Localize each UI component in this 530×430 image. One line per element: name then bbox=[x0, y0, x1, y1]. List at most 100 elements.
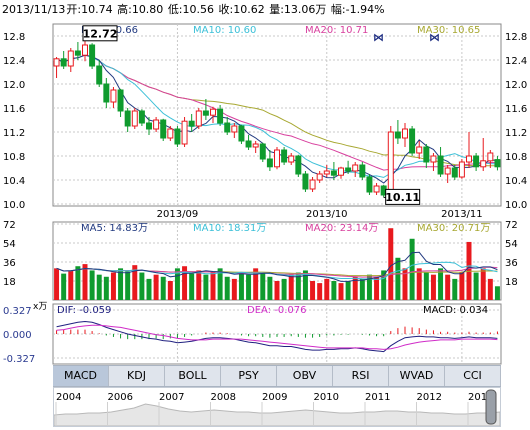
quote-volume: 量:13.06万 bbox=[269, 3, 327, 16]
stock-chart: 12.8 12.8 12.4 12.4 12.0 12.0 11.6 11.6 11.2 11.2… bbox=[3, 23, 527, 365]
tab-rsi[interactable]: RSI bbox=[333, 366, 389, 386]
y-tick-label-right: 11.6 bbox=[505, 104, 527, 115]
y-tick-label-right: 10.0 bbox=[505, 200, 527, 211]
candle-body bbox=[103, 83, 110, 103]
volume-bar bbox=[402, 268, 408, 300]
timeline-year-label: 2011 bbox=[365, 392, 390, 403]
timeline-year-label: 2009 bbox=[262, 392, 287, 403]
candle-body bbox=[451, 167, 458, 178]
tab-wvad[interactable]: WVAD bbox=[389, 366, 445, 386]
volume-bar bbox=[473, 272, 479, 300]
y-tick-label-right: 36 bbox=[505, 258, 518, 269]
volume-bar bbox=[203, 274, 209, 300]
volume-bar bbox=[246, 274, 252, 300]
timeline-year-label: 2008 bbox=[211, 392, 236, 403]
quote-low: 低:10.56 bbox=[167, 3, 215, 16]
volume-bar bbox=[253, 268, 259, 300]
indicator-tabs: MACD KDJ BOLL PSY OBV RSI WVAD CCI bbox=[53, 365, 501, 387]
candle-body bbox=[487, 152, 494, 162]
volume-bar bbox=[68, 270, 74, 300]
annotation-label: 10.11 bbox=[385, 191, 420, 204]
candle-body bbox=[181, 120, 188, 145]
candle-body bbox=[458, 161, 465, 178]
volume-bar bbox=[182, 266, 188, 300]
volume-bar bbox=[110, 272, 116, 300]
volume-bar bbox=[494, 286, 500, 300]
volume-bar bbox=[189, 273, 195, 300]
candle-body bbox=[416, 146, 423, 154]
candle-body bbox=[160, 119, 167, 139]
quote-change: 幅:-1.94% bbox=[330, 3, 385, 16]
volume-bar bbox=[167, 281, 173, 300]
volume-bar bbox=[480, 268, 486, 300]
candle-body bbox=[124, 110, 131, 127]
legend-label: DEA: -0.076 bbox=[247, 305, 306, 316]
candle-body bbox=[67, 50, 74, 67]
candle-body bbox=[473, 155, 480, 168]
candle-body bbox=[60, 58, 67, 67]
y-tick-label-left: 12.4 bbox=[3, 56, 25, 67]
tab-boll[interactable]: BOLL bbox=[165, 366, 221, 386]
candle-body bbox=[146, 122, 152, 130]
candle-body bbox=[53, 58, 60, 67]
candle-body bbox=[444, 167, 451, 175]
volume-bar bbox=[160, 276, 166, 300]
y-tick-label-left: 12.0 bbox=[3, 80, 25, 91]
candle-body bbox=[89, 44, 96, 67]
macd-tick-label: -0.327 bbox=[3, 354, 35, 365]
y-tick-label-left: 18 bbox=[3, 277, 16, 288]
y-tick-label-right: 54 bbox=[505, 239, 518, 250]
y-tick-label-left: 10.0 bbox=[3, 200, 25, 211]
candle-body bbox=[138, 110, 145, 124]
y-tick-label-right: 18 bbox=[505, 277, 518, 288]
candle-body bbox=[387, 131, 394, 196]
legend-label: MACD: 0.034 bbox=[423, 305, 488, 316]
timeline-year-label: 2012 bbox=[417, 392, 442, 403]
annotation-box bbox=[82, 25, 118, 42]
candle-body bbox=[316, 173, 323, 181]
candle-body bbox=[131, 110, 138, 127]
tab-psy[interactable]: PSY bbox=[221, 366, 277, 386]
volume-bar bbox=[317, 283, 323, 300]
candle-body bbox=[437, 155, 444, 175]
volume-bar bbox=[153, 274, 159, 300]
candle-body bbox=[359, 164, 366, 178]
volume-ma5-line bbox=[56, 251, 498, 282]
candle-body bbox=[330, 170, 337, 176]
volume-bar bbox=[139, 272, 145, 300]
volume-bar bbox=[352, 276, 358, 300]
legend-label: MA20: 23.14万 bbox=[305, 223, 378, 234]
legend-label: MA30: 20.71万 bbox=[417, 223, 490, 234]
timeline-range-handle[interactable] bbox=[485, 389, 497, 425]
candle-body bbox=[224, 122, 231, 133]
tab-obv[interactable]: OBV bbox=[277, 366, 333, 386]
volume-bar bbox=[146, 278, 152, 300]
volume-bar bbox=[75, 266, 81, 300]
quote-high: 高:10.80 bbox=[117, 3, 164, 16]
candle-body bbox=[117, 89, 124, 112]
volume-bar bbox=[395, 257, 401, 300]
volume-bar bbox=[61, 273, 67, 300]
candle-body bbox=[238, 125, 245, 142]
timeline-navigator[interactable]: 2004 2006 2007 2008 2009 2010 2011 2012 2013 bbox=[53, 387, 501, 427]
ma20-line bbox=[56, 54, 498, 171]
volume-bar bbox=[366, 274, 372, 300]
candle-body bbox=[167, 128, 174, 139]
candle-body bbox=[373, 185, 380, 193]
tab-cci[interactable]: CCI bbox=[445, 366, 501, 386]
volume-bar bbox=[125, 271, 131, 300]
tab-macd[interactable]: MACD bbox=[53, 366, 109, 386]
candle-body bbox=[309, 179, 316, 190]
dea-line bbox=[56, 324, 498, 350]
candle-body bbox=[217, 108, 224, 124]
candle-body bbox=[323, 170, 330, 175]
quote-header: 2013/11/13开:10.74 高:10.80 低:10.56 收:10.6… bbox=[0, 0, 530, 20]
volume-bar bbox=[445, 274, 451, 300]
y-tick-label-left: 11.6 bbox=[3, 104, 25, 115]
volume-bar bbox=[324, 278, 330, 300]
volume-bar bbox=[217, 268, 223, 300]
x-tick-label: 2013/10 bbox=[306, 209, 348, 220]
candle-body bbox=[174, 128, 181, 145]
y-tick-label-right: 72 bbox=[505, 220, 518, 231]
tab-kdj[interactable]: KDJ bbox=[109, 366, 165, 386]
